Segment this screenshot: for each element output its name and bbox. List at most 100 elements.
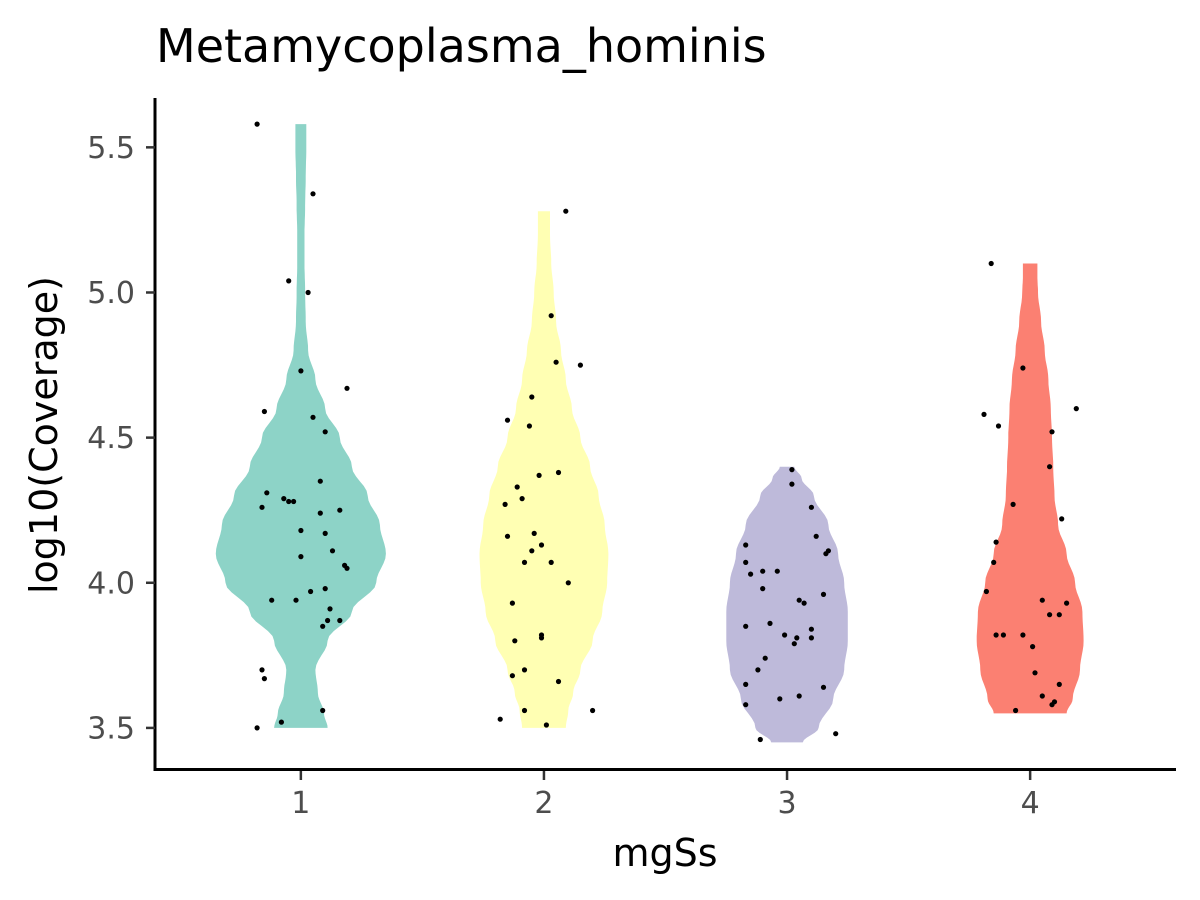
data-point (509, 673, 515, 679)
data-point (502, 501, 508, 507)
violin-group-1 (215, 124, 386, 728)
data-point (743, 559, 749, 566)
data-point (497, 716, 503, 722)
x-axis-title: mgSs (612, 831, 717, 875)
data-point (1020, 365, 1026, 371)
data-point (548, 313, 554, 319)
data-point (993, 632, 999, 638)
x-ticks: 1 2 3 4 (291, 771, 1040, 821)
data-point (531, 530, 537, 537)
data-point (1056, 681, 1062, 688)
point-layer (254, 121, 1079, 743)
y-tick-label: 4.5 (87, 421, 135, 456)
data-point (748, 571, 754, 577)
data-point (264, 490, 270, 496)
data-point (1064, 600, 1070, 606)
data-point (278, 719, 284, 725)
data-point (298, 554, 304, 560)
y-tick-label: 5.5 (87, 131, 135, 166)
data-point (1049, 429, 1055, 435)
data-point (310, 414, 316, 420)
data-point (777, 696, 783, 702)
data-point (259, 504, 265, 510)
data-point (782, 632, 788, 638)
x-tick-label: 1 (291, 786, 310, 821)
data-point (760, 568, 766, 574)
data-point (259, 667, 265, 673)
data-point (1049, 702, 1055, 708)
chart-title: Metamycoplasma_hominis (156, 19, 767, 73)
data-point (261, 676, 267, 682)
data-point (820, 591, 827, 598)
data-point (1013, 707, 1019, 714)
data-point (281, 496, 287, 502)
data-point (1059, 516, 1065, 522)
data-point (269, 597, 275, 603)
data-point (504, 533, 511, 539)
axes (153, 98, 1176, 771)
data-point (555, 678, 562, 685)
data-point (789, 481, 795, 487)
data-point (325, 617, 331, 624)
data-point (757, 736, 763, 743)
y-tick-label: 4.0 (87, 566, 135, 601)
data-point (1010, 501, 1016, 507)
data-point (823, 551, 829, 557)
data-point (995, 423, 1002, 429)
data-point (536, 472, 542, 478)
data-point (1039, 597, 1045, 603)
data-point (538, 542, 545, 548)
data-point (254, 725, 260, 731)
data-point (337, 617, 343, 624)
data-point (298, 527, 304, 534)
violin-group-2 (479, 211, 609, 728)
data-point (791, 641, 797, 647)
data-point (514, 484, 520, 490)
data-point (743, 623, 749, 629)
data-point (760, 586, 766, 592)
data-point (322, 429, 328, 435)
data-point (529, 548, 535, 554)
violin-group-4 (976, 263, 1084, 714)
data-point (548, 559, 554, 566)
data-point (509, 600, 515, 606)
data-point (322, 586, 328, 592)
data-point (504, 417, 511, 423)
data-point (553, 359, 559, 365)
data-point (1039, 693, 1045, 699)
x-tick-label: 3 (778, 786, 797, 821)
data-point (529, 394, 535, 400)
data-point (286, 278, 292, 284)
data-point (1020, 632, 1026, 638)
data-point (320, 623, 326, 629)
y-ticks: 3.5 4.0 4.5 5.0 5.5 (87, 131, 155, 746)
data-point (565, 580, 571, 586)
data-point (521, 559, 528, 566)
data-point (1000, 632, 1007, 638)
y-tick-label: 5.0 (87, 276, 135, 311)
data-point (1056, 612, 1062, 618)
data-point (1047, 464, 1053, 470)
data-point (743, 681, 749, 688)
data-point (774, 568, 780, 574)
data-point (317, 510, 323, 516)
data-point (1073, 406, 1079, 412)
y-tick-label: 3.5 (87, 711, 135, 746)
violin-layer (215, 124, 1084, 743)
data-point (794, 635, 800, 641)
data-point (808, 626, 815, 632)
data-point (981, 411, 987, 417)
data-point (767, 620, 773, 627)
violin-group-3 (726, 466, 848, 743)
data-point (590, 707, 596, 714)
data-point (329, 548, 336, 554)
data-point (755, 667, 761, 673)
data-point (538, 635, 545, 641)
data-point (305, 289, 311, 296)
data-point (322, 530, 328, 537)
data-point (286, 498, 292, 505)
data-point (808, 504, 815, 510)
data-point (577, 362, 584, 368)
data-point (337, 507, 343, 513)
